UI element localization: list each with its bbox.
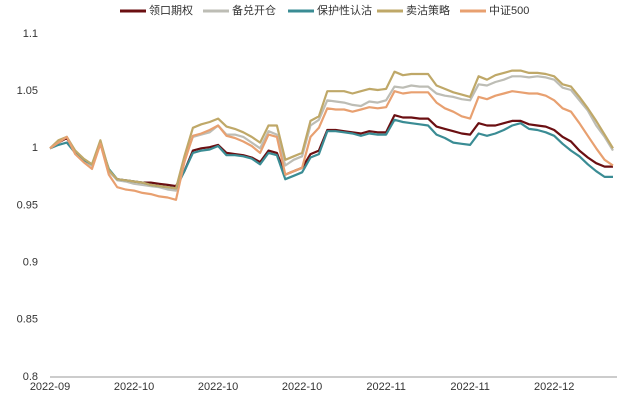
x-tick-label: 2022-11 — [450, 381, 490, 393]
x-tick-label: 2022-10 — [282, 381, 322, 393]
y-tick-label: 1.1 — [23, 28, 38, 40]
series-line — [49, 69, 614, 190]
y-tick-label: 0.85 — [17, 314, 38, 326]
y-tick-label: 0.8 — [23, 371, 38, 383]
legend-label: 保护性认沽 — [317, 3, 372, 17]
x-tick-label: 2022-09 — [30, 381, 70, 393]
y-tick-label: 1.05 — [17, 85, 38, 97]
y-tick-label: 1 — [32, 142, 38, 154]
y-tick-label: 0.95 — [17, 199, 38, 211]
y-tick-label: 0.9 — [23, 257, 38, 269]
legend-label: 领口期权 — [149, 4, 193, 17]
x-tick-label: 2022-11 — [366, 381, 406, 393]
legend-label: 备兑开仓 — [232, 3, 276, 17]
x-tick-label: 2022-12 — [534, 381, 574, 393]
series-line — [49, 75, 614, 192]
legend-label: 中证500 — [489, 4, 529, 17]
series-line — [49, 90, 614, 201]
x-tick-label: 2022-10 — [198, 381, 238, 393]
series-line — [49, 114, 613, 188]
legend-label: 卖沽策略 — [406, 3, 450, 17]
x-tick-label: 2022-10 — [114, 381, 154, 393]
